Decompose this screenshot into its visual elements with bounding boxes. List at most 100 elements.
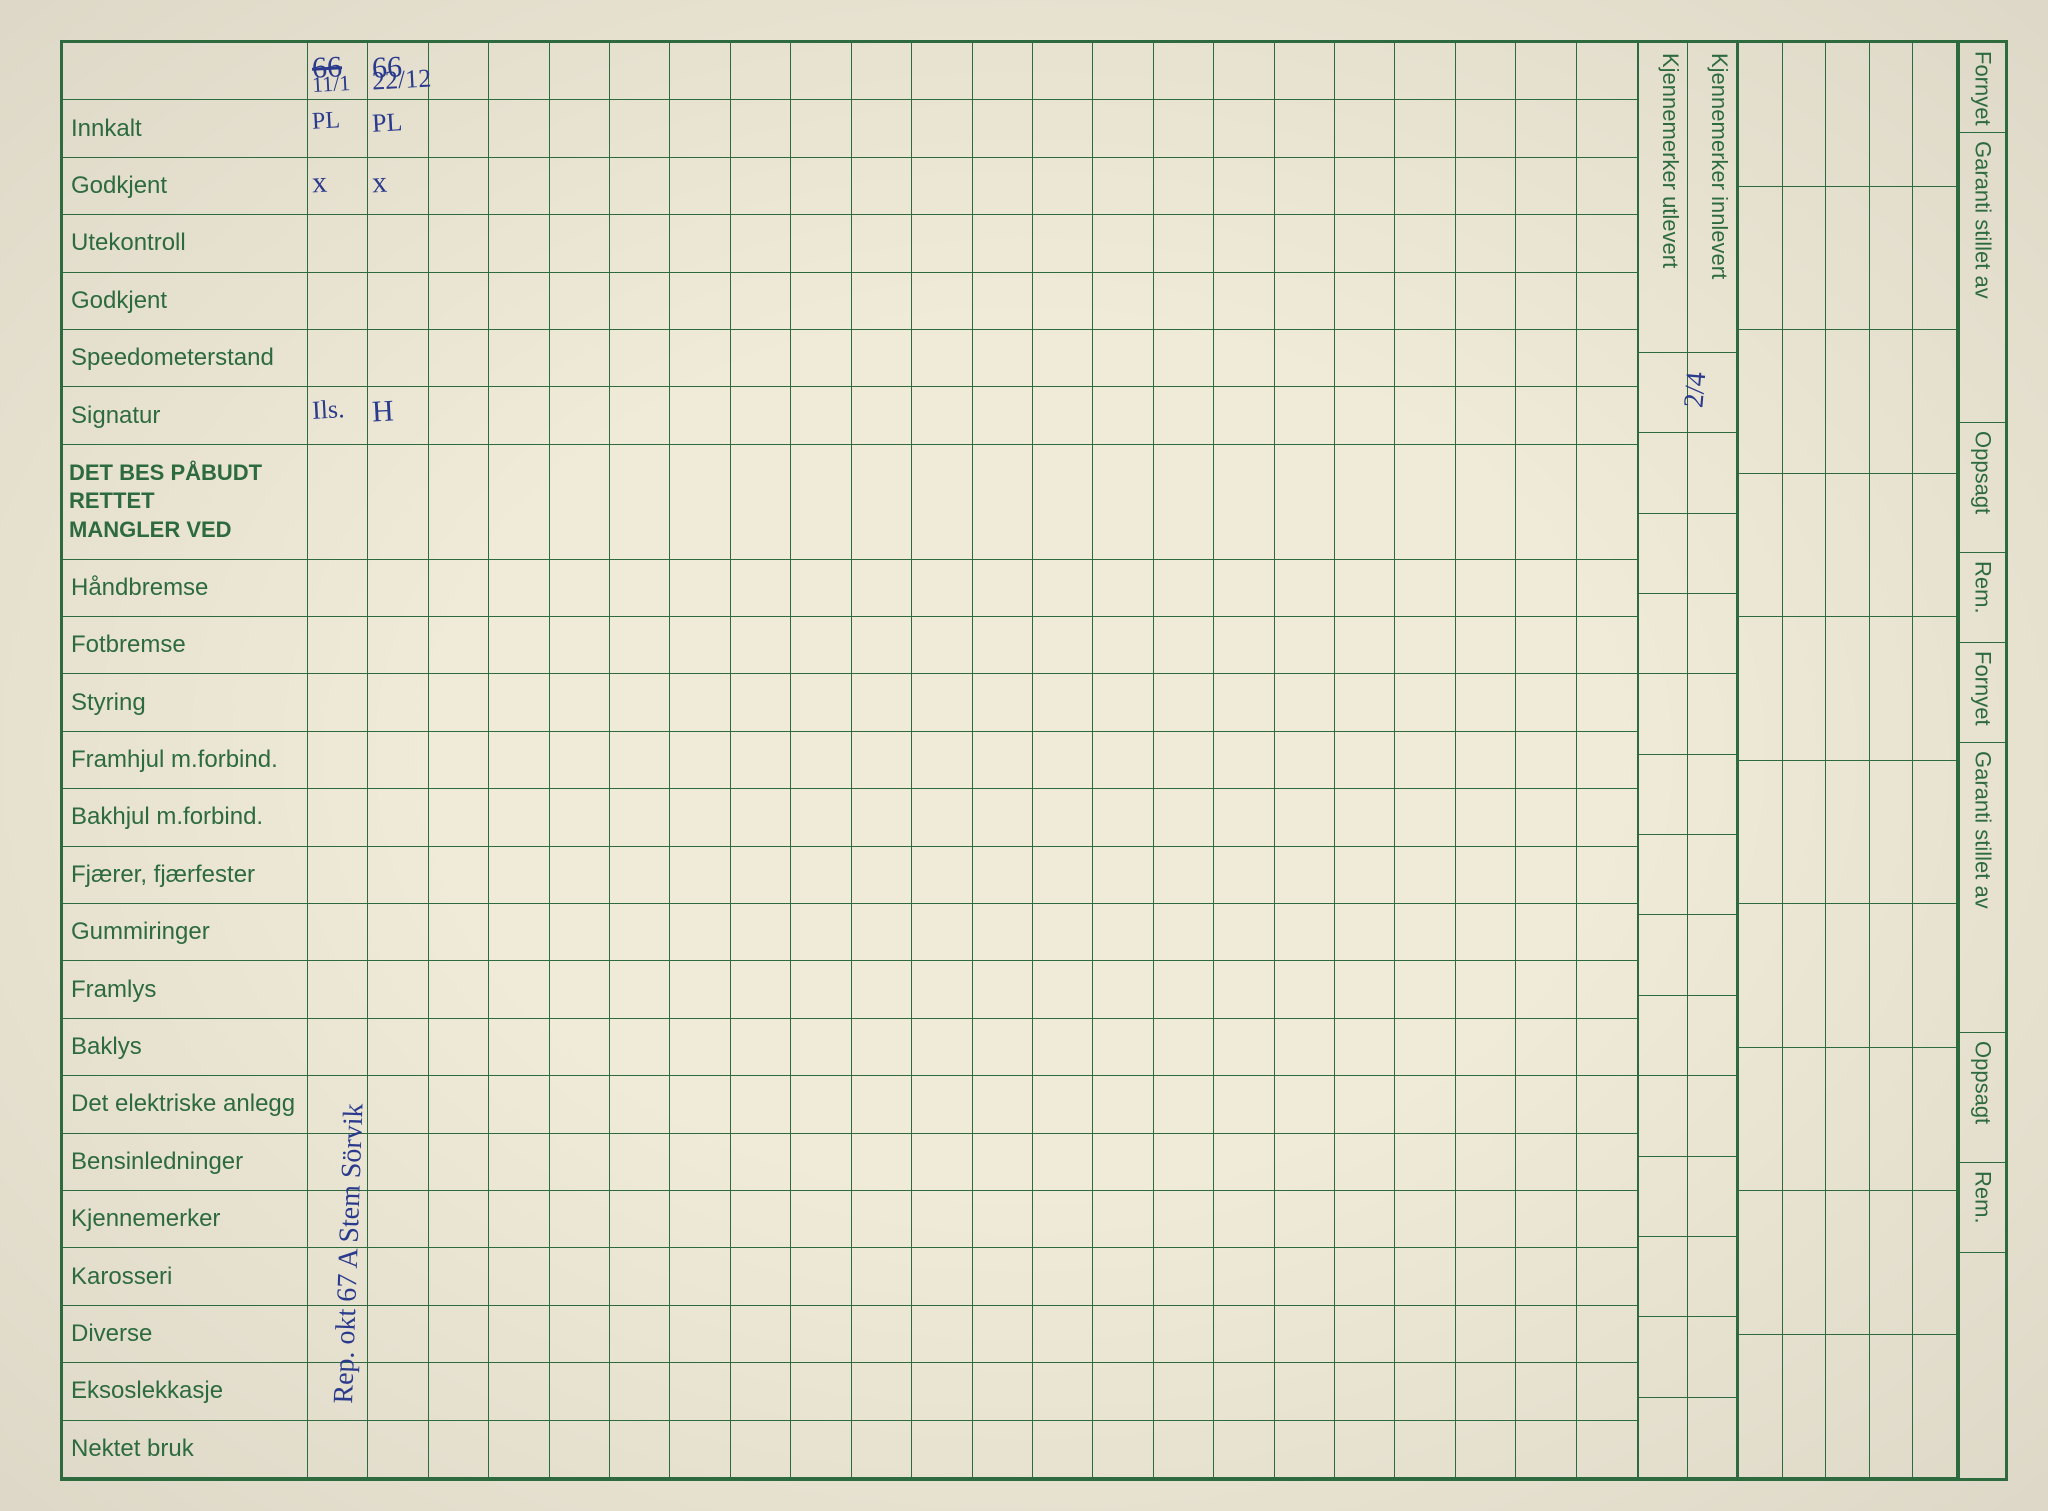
grid-cell [1275,961,1335,1018]
grid-cell [1395,445,1455,560]
grid-cell [1395,1306,1455,1363]
grid-cell [610,445,670,560]
row-label: Godkjent [63,158,308,215]
grid-cell [1577,445,1637,560]
grid-cell [912,560,972,617]
grid-cell [308,273,368,330]
grid-cell [1154,330,1214,387]
grid-cell [1033,215,1093,272]
grid-cell [429,445,489,560]
grid-cell [731,1191,791,1248]
grid-cell [1093,215,1153,272]
grid-cell [1516,789,1576,846]
row-label: Nektet bruk [63,1421,308,1478]
grid-cell [1577,1134,1637,1191]
grid-cell [1577,560,1637,617]
right-grid-cell [1913,904,1957,1048]
grid-cell [429,1363,489,1420]
grid-cell [973,1421,1033,1478]
grid-cell [791,1191,851,1248]
grid-cell [852,961,912,1018]
grid-cell [429,789,489,846]
grid-cell [308,560,368,617]
grid-cell [368,560,428,617]
grid-cell [1395,387,1455,444]
grid-cell [1335,43,1395,100]
grid-cell [1214,789,1274,846]
grid-cell [1214,1019,1274,1076]
grid-cell [1033,1306,1093,1363]
grid-cell [1456,560,1516,617]
grid-cell [1577,1076,1637,1133]
kjennemerke-cell [1688,755,1737,835]
grid-cell [731,961,791,1018]
grid-cell [670,617,730,674]
row-label: Signatur [63,387,308,444]
right-labels: FornyetGaranti stillet avOppsagtRem.Forn… [1957,43,2005,1478]
grid-cell [489,215,549,272]
right-grid-cell [1739,43,1783,187]
grid-cell [852,1363,912,1420]
right-grid-cell [1783,1191,1827,1335]
grid-cell [1395,560,1455,617]
row-label: Håndbremse [63,560,308,617]
grid-cell [429,330,489,387]
grid-cell [791,904,851,961]
grid-cell [610,617,670,674]
grid-cell [1577,330,1637,387]
row-label: DET BES PÅBUDT RETTETMANGLER VED [63,445,308,560]
grid-cell [912,445,972,560]
grid-cell [489,1248,549,1305]
grid-cell [1395,1076,1455,1133]
kjennemerke-cell [1688,514,1737,594]
grid-cell [1335,1306,1395,1363]
grid-cell [429,158,489,215]
grid-cell [1033,445,1093,560]
grid-cell [1395,273,1455,330]
grid-cell [1154,732,1214,789]
grid-cell [791,1076,851,1133]
grid-cell [973,1363,1033,1420]
grid-cell [489,330,549,387]
grid-cell [912,1076,972,1133]
grid-cell [973,158,1033,215]
grid-cell [1214,1306,1274,1363]
grid-cell [852,1191,912,1248]
grid-cell [1456,961,1516,1018]
grid-cell [912,1191,972,1248]
kjennemerke-cell [1688,674,1737,754]
kjennemerke-cell [1639,1317,1688,1397]
grid-cell [1395,847,1455,904]
right-grid-cell [1870,187,1914,331]
grid-cell [670,847,730,904]
grid-cell [731,1076,791,1133]
grid-cell [1456,100,1516,157]
grid-cell [489,1191,549,1248]
grid-cell [1033,904,1093,961]
right-grid-cell [1739,1191,1783,1335]
grid-cell [731,43,791,100]
grid-cell [550,1019,610,1076]
grid-cell [1154,1191,1214,1248]
grid-cell [550,732,610,789]
grid-cell [670,1134,730,1191]
grid-cell [1456,617,1516,674]
row-label: Fjærer, fjærfester [63,847,308,904]
right-grid-cell [1870,761,1914,905]
grid-cell [731,1421,791,1478]
grid-cell [1456,1191,1516,1248]
grid-cell [852,1076,912,1133]
grid-cell [670,732,730,789]
kjennemerke-columns: Kjennemerker utlevertKjennemerker innlev… [1637,43,1737,1478]
right-grid-cell [1783,474,1827,618]
right-grid-cell [1913,617,1957,761]
grid-cell [1335,1248,1395,1305]
grid-cell [1154,215,1214,272]
right-grid-cell [1913,1191,1957,1335]
grid-cell [1214,560,1274,617]
grid-cell [1214,387,1274,444]
grid-cell [1093,387,1153,444]
grid-cell [1516,1306,1576,1363]
grid-cell [852,674,912,731]
grid-cell [731,445,791,560]
